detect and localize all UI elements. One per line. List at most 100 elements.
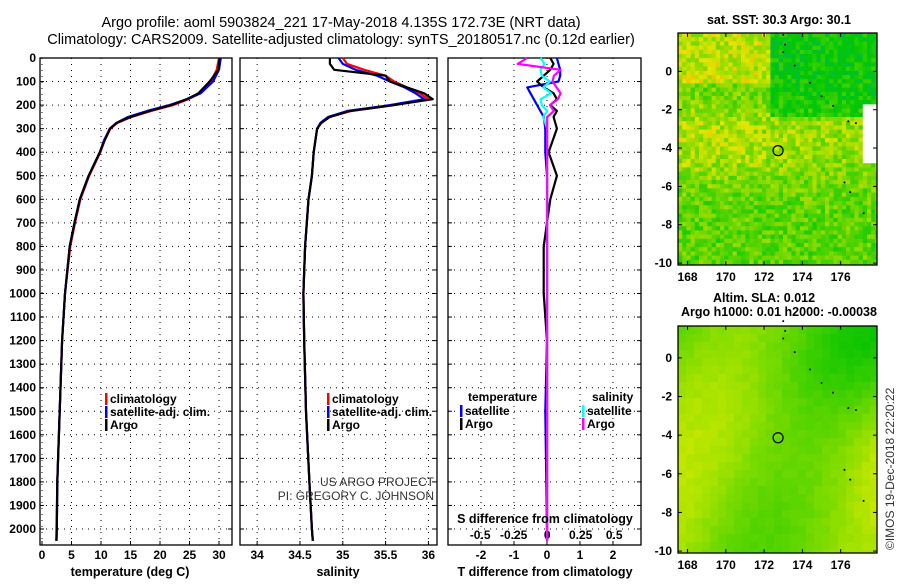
map-cell (707, 79, 713, 84)
map-cell (703, 234, 708, 240)
map-cell (707, 234, 713, 240)
map-cell (686, 192, 692, 198)
map-cell (829, 104, 834, 110)
map-cell (762, 129, 767, 135)
map-cell (682, 62, 687, 68)
map-cell (715, 243, 721, 248)
map-cell (850, 255, 855, 261)
map-cell (854, 486, 863, 495)
map-cell (711, 184, 717, 189)
map-cell (850, 163, 855, 168)
map-cell (778, 238, 784, 244)
map-cell (774, 45, 780, 51)
map-cell (854, 192, 860, 198)
map-cell (830, 350, 839, 359)
legend-swatch-satellite-adj (105, 406, 108, 418)
map-cell (791, 243, 797, 248)
map-cell (850, 75, 855, 80)
map-cell (858, 259, 864, 265)
map-cell (758, 446, 767, 455)
map-cell (686, 159, 692, 164)
map-cell (778, 154, 784, 160)
lat-tick-label: -8 (661, 505, 672, 519)
map-cell (858, 243, 864, 248)
map-cell (750, 438, 759, 447)
map-cell (694, 104, 700, 110)
map-cell (787, 83, 792, 89)
map-cell (694, 255, 700, 261)
map-cell (830, 334, 839, 343)
map-cell (854, 382, 863, 391)
map-cell (736, 167, 742, 173)
map-cell (749, 62, 755, 68)
map-cell (778, 230, 784, 236)
map-cell (854, 163, 860, 168)
map-cell (682, 243, 687, 248)
map-cell (829, 154, 834, 160)
map-cell (678, 462, 687, 471)
map-cell (715, 238, 721, 244)
map-cell (820, 58, 826, 63)
map-cell (812, 79, 818, 84)
map-cell (791, 45, 797, 51)
map-cell (791, 238, 797, 244)
map-cell (762, 238, 767, 244)
map-cell (783, 54, 788, 59)
map-cell (783, 133, 788, 139)
map-cell (682, 259, 687, 265)
map-cell (854, 350, 863, 359)
map-cell (812, 150, 818, 156)
map-cell (816, 41, 822, 47)
map-cell (846, 112, 851, 118)
map-cell (790, 478, 799, 487)
map-cell (757, 259, 763, 265)
map-cell (850, 188, 855, 194)
map-cell (749, 247, 755, 252)
map-cell (715, 66, 721, 72)
map-cell (770, 121, 776, 126)
map-cell (799, 213, 805, 219)
map-cell (837, 75, 843, 80)
map-cell (790, 430, 799, 439)
map-cell (846, 526, 855, 535)
map-cell (702, 534, 711, 543)
map-cell (728, 171, 734, 177)
map-cell (798, 342, 807, 351)
map-cell (711, 180, 717, 185)
map-cell (711, 259, 717, 265)
map-cell (715, 175, 721, 181)
map-cell (870, 486, 877, 495)
map-cell (804, 108, 809, 114)
map-cell (875, 70, 877, 76)
map-cell (732, 100, 738, 105)
map-cell (825, 83, 830, 89)
map-cell (724, 251, 729, 257)
map-cell (830, 470, 839, 479)
map-cell (812, 62, 818, 68)
map-cell (774, 358, 783, 367)
map-cell (770, 154, 776, 160)
map-cell (694, 150, 700, 156)
map-cell (854, 462, 863, 471)
map-cell (715, 58, 721, 63)
map-cell (734, 534, 743, 543)
map-cell (870, 422, 877, 431)
map-cell (829, 247, 834, 252)
map-cell (837, 222, 843, 227)
map-cell (778, 247, 784, 252)
map-cell (791, 175, 797, 181)
s-diff-tick-label: 0.25 (569, 528, 593, 542)
map-cell (838, 366, 847, 375)
map-cell (750, 534, 759, 543)
island-marker (847, 120, 850, 123)
map-cell (812, 205, 818, 210)
map-cell (699, 133, 704, 139)
y-tick-label: 1000 (9, 287, 36, 301)
map-cell (820, 104, 826, 110)
map-cell (798, 326, 807, 335)
map-cell (829, 138, 834, 143)
map-cell (762, 175, 767, 181)
map-cell (749, 66, 755, 72)
map-cell (699, 33, 704, 38)
map-cell (745, 129, 750, 135)
